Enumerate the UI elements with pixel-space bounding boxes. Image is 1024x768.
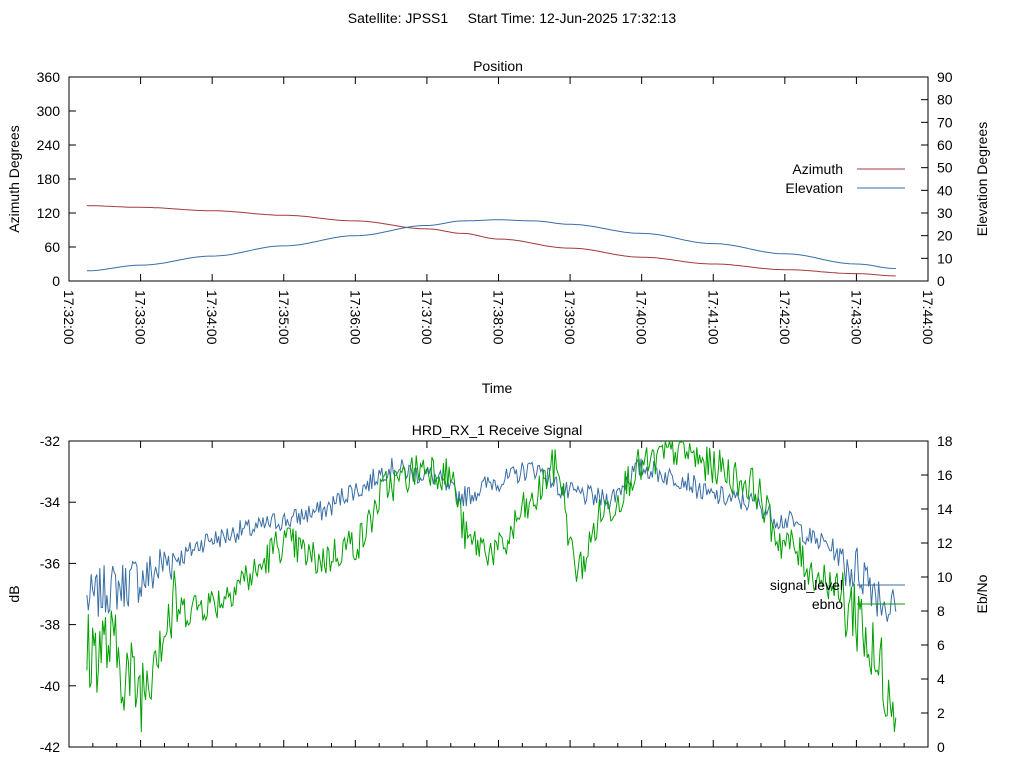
x-tick-label: 17:34:00 bbox=[204, 290, 220, 345]
y-left-tick-label: -38 bbox=[40, 617, 60, 633]
y-right-tick-label: 2 bbox=[937, 705, 945, 721]
y-left-tick-label: 60 bbox=[44, 239, 60, 255]
y-right-tick-label: 4 bbox=[937, 671, 945, 687]
y-left-tick-label: 0 bbox=[52, 273, 60, 289]
y-left-tick-label: -42 bbox=[40, 739, 60, 755]
x-tick-label: 17:35:00 bbox=[276, 290, 292, 345]
position-y-right-label: Elevation Degrees bbox=[974, 122, 990, 236]
y-left-tick-label: -40 bbox=[40, 678, 60, 694]
signal-chart: HRD_RX_1 Receive Signal dB Eb/No -42-40-… bbox=[6, 422, 990, 755]
signal-y-left-label: dB bbox=[6, 585, 22, 602]
position-plot-frame bbox=[68, 76, 929, 282]
signal-series bbox=[86, 440, 897, 733]
signal-x-ticks bbox=[68, 441, 929, 747]
y-right-tick-label: 0 bbox=[937, 273, 945, 289]
y-left-tick-label: 300 bbox=[37, 103, 61, 119]
y-left-tick-label: 240 bbox=[37, 137, 61, 153]
y-right-tick-label: 90 bbox=[937, 69, 953, 85]
series-line-signal-level bbox=[86, 458, 897, 622]
y-right-tick-label: 50 bbox=[937, 160, 953, 176]
legend-label-signal-level: signal_level bbox=[770, 577, 843, 593]
x-tick-label: 17:41:00 bbox=[705, 290, 721, 345]
x-tick-label: 17:38:00 bbox=[491, 290, 507, 345]
position-series bbox=[86, 205, 896, 277]
signal-y-right-ticks: 0 2 4 6 8 10 12 14 16 18 bbox=[921, 433, 953, 755]
legend-label-azimuth: Azimuth bbox=[792, 161, 843, 177]
signal-y-right-label: Eb/No bbox=[974, 574, 990, 613]
y-right-tick-label: 6 bbox=[937, 637, 945, 653]
legend-label-elevation: Elevation bbox=[785, 180, 843, 196]
x-tick-label: 17:36:00 bbox=[347, 290, 363, 345]
y-left-tick-label: 180 bbox=[37, 171, 61, 187]
x-tick-label: 17:32:00 bbox=[61, 290, 77, 345]
series-line-azimuth bbox=[86, 205, 896, 277]
y-right-tick-label: 0 bbox=[937, 739, 945, 755]
y-right-tick-label: 30 bbox=[937, 205, 953, 221]
signal-y-left-ticks: -42 -40 -38 -36 -34 -32 bbox=[40, 433, 76, 755]
position-y-right-ticks: 0 10 20 30 40 50 60 70 80 90 bbox=[921, 69, 953, 289]
y-left-tick-label: 360 bbox=[37, 69, 61, 85]
legend-label-ebno: ebno bbox=[812, 596, 843, 612]
y-right-tick-label: 70 bbox=[937, 114, 953, 130]
y-left-tick-label: -34 bbox=[40, 494, 60, 510]
x-tick-label: 17:37:00 bbox=[419, 290, 435, 345]
y-right-tick-label: 16 bbox=[937, 467, 953, 483]
position-y-left-ticks: 0 60 120 180 240 300 360 bbox=[37, 69, 76, 289]
position-legend: Azimuth Elevation bbox=[785, 161, 905, 196]
position-x-label: Time bbox=[482, 380, 513, 396]
position-chart: Position Azimuth Degrees Elevation Degre… bbox=[6, 58, 990, 396]
x-tick-label: 17:33:00 bbox=[133, 290, 149, 345]
y-right-tick-label: 18 bbox=[937, 433, 953, 449]
series-line-elevation bbox=[86, 219, 896, 272]
y-right-tick-label: 40 bbox=[937, 182, 953, 198]
y-left-tick-label: -32 bbox=[40, 433, 60, 449]
y-right-tick-label: 12 bbox=[937, 535, 953, 551]
y-right-tick-label: 10 bbox=[937, 250, 953, 266]
y-left-tick-label: 120 bbox=[37, 205, 61, 221]
x-tick-label: 17:44:00 bbox=[920, 290, 936, 345]
y-right-tick-label: 10 bbox=[937, 569, 953, 585]
position-x-ticks: 17:32:00 17:33:00 17:34:00 17:35:00 17:36:00… bbox=[61, 77, 936, 345]
y-right-tick-label: 80 bbox=[937, 92, 953, 108]
signal-title: HRD_RX_1 Receive Signal bbox=[412, 422, 582, 438]
x-tick-label: 17:39:00 bbox=[562, 290, 578, 345]
position-y-left-label: Azimuth Degrees bbox=[6, 125, 22, 232]
y-right-tick-label: 60 bbox=[937, 137, 953, 153]
y-left-tick-label: -36 bbox=[40, 555, 60, 571]
figure-header: Satellite: JPSS1 Start Time: 12-Jun-2025… bbox=[348, 10, 677, 26]
y-right-tick-label: 8 bbox=[937, 603, 945, 619]
x-tick-label: 17:42:00 bbox=[777, 290, 793, 345]
x-tick-label: 17:43:00 bbox=[848, 290, 864, 345]
y-right-tick-label: 14 bbox=[937, 501, 953, 517]
x-tick-label: 17:40:00 bbox=[634, 290, 650, 345]
series-line-ebno bbox=[86, 440, 897, 733]
position-title: Position bbox=[473, 58, 523, 74]
y-right-tick-label: 20 bbox=[937, 228, 953, 244]
